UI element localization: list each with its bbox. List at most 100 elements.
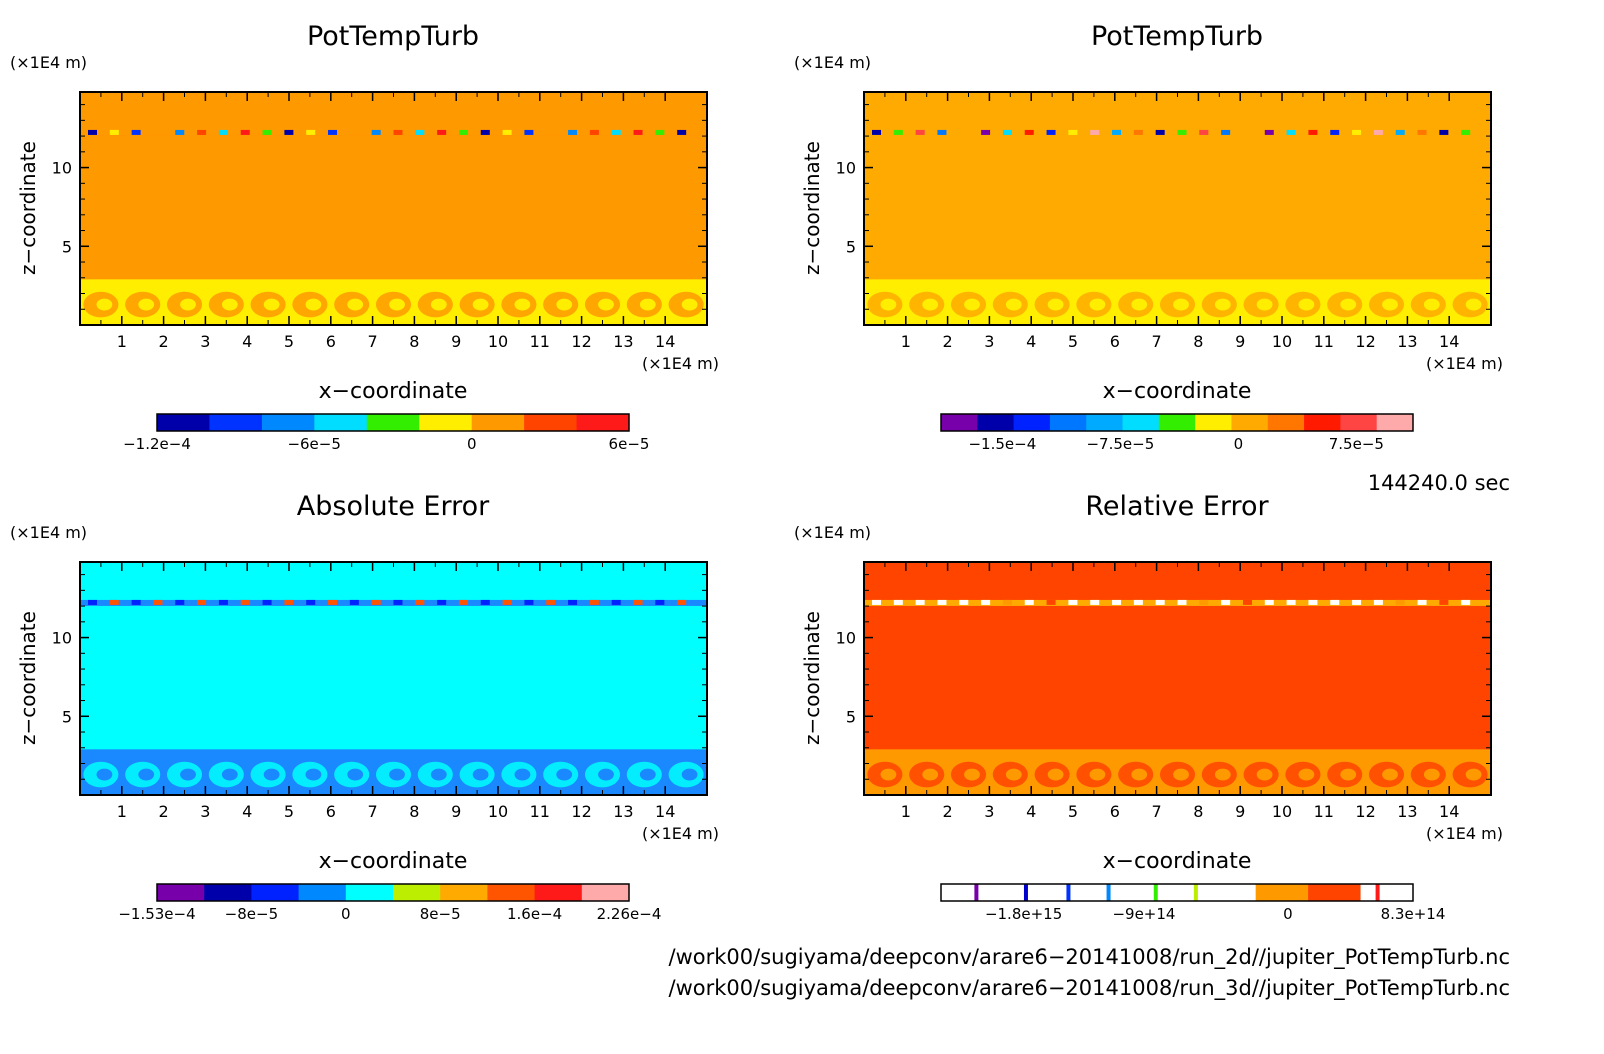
colorbar-tick-label: −1.8e+15 — [985, 905, 1062, 923]
band-blob — [1024, 129, 1034, 135]
x-tick-label: 6 — [326, 332, 336, 351]
x-tick-label: 11 — [1314, 802, 1334, 821]
band-blob — [349, 129, 359, 135]
lower-cell-core — [681, 768, 698, 781]
colorbar-segment — [1013, 414, 1051, 431]
x-tick-label: 3 — [200, 332, 210, 351]
colorbar-segment — [1255, 884, 1309, 901]
x-tick-label: 4 — [1026, 332, 1036, 351]
lower-cell-core — [221, 298, 238, 311]
band-blob — [480, 599, 490, 605]
lower-cell-core — [1047, 298, 1064, 311]
colorbar-tick-label: 2.26e−4 — [597, 905, 662, 923]
colorbar-segment — [440, 884, 488, 901]
band-blob — [546, 129, 556, 135]
colorbar-tick-label: 0 — [1283, 905, 1293, 923]
lower-cell-core — [1089, 298, 1106, 311]
band-blob — [437, 129, 447, 135]
colorbar-tick-label: 8.3e+14 — [1381, 905, 1446, 923]
colorbar-segment — [419, 414, 473, 431]
x-tick-label: 10 — [488, 332, 508, 351]
colorbar-segment — [1122, 414, 1160, 431]
panel-3: Absolute Error (×1E4 m) (×1E4 m) x−coordina… — [10, 491, 719, 923]
band-blob — [1417, 129, 1427, 135]
band-blob — [1199, 129, 1209, 135]
lower-cell-core — [639, 768, 656, 781]
band-blob — [589, 599, 599, 605]
colorbar-tick-label: −7.5e−5 — [1086, 435, 1154, 453]
x-tick-label: 4 — [1026, 802, 1036, 821]
lower-cell-core — [263, 298, 280, 311]
x-tick-label: 5 — [284, 802, 294, 821]
x-unit-label: (×1E4 m) — [642, 354, 719, 373]
colorbar-tick-label: −1.2e−4 — [123, 435, 191, 453]
band-blob — [153, 599, 163, 605]
band-blob — [88, 599, 97, 605]
band-blob — [1068, 599, 1078, 605]
band-blob — [262, 129, 272, 135]
band-blob — [981, 129, 991, 135]
y-axis-label: z−coordinate — [800, 141, 824, 275]
band-blob — [568, 599, 578, 605]
x-tick-label: 8 — [1193, 332, 1203, 351]
lower-cell-core — [1256, 768, 1273, 781]
colorbar-line — [1153, 884, 1158, 901]
lower-cell-core — [1256, 298, 1273, 311]
lower-cell-core — [305, 768, 322, 781]
band-blob — [502, 599, 512, 605]
x-tick-label: 10 — [1272, 802, 1292, 821]
band-blob — [1286, 129, 1296, 135]
x-tick-label: 1 — [117, 802, 127, 821]
colorbar-segment — [1203, 884, 1257, 901]
lower-cell-core — [598, 768, 614, 781]
x-axis-label: x−coordinate — [319, 379, 468, 404]
colorbar-line — [974, 884, 979, 901]
colorbar-segment — [1049, 414, 1087, 431]
lower-cell-core — [514, 298, 531, 311]
colorbar-line — [1375, 884, 1380, 901]
band-blob — [284, 129, 294, 135]
band-blob — [1286, 599, 1296, 605]
lower-cell-core — [1089, 768, 1106, 781]
lower-cell-core — [263, 768, 280, 781]
x-tick-label: 4 — [242, 802, 252, 821]
band-blob — [1133, 129, 1143, 135]
colorbar-frame — [156, 413, 630, 432]
time-label: 144240.0 sec — [1368, 471, 1510, 495]
x-tick-label: 12 — [571, 802, 591, 821]
file-path-2d: /work00/sugiyama/deepconv/arare6−2014100… — [669, 945, 1511, 970]
band-blob — [524, 129, 534, 135]
lower-cell-core — [430, 768, 447, 781]
x-tick-label: 12 — [1355, 332, 1375, 351]
band-blob — [1373, 129, 1383, 135]
band-blob — [915, 129, 925, 135]
colorbar-segment — [977, 414, 1015, 431]
band-blob — [1395, 599, 1405, 605]
lower-cell-core — [514, 768, 531, 781]
lower-cell-core — [180, 298, 196, 311]
y-axis-label: z−coordinate — [16, 141, 40, 275]
x-tick-label: 6 — [1110, 332, 1120, 351]
x-tick-label: 7 — [1152, 802, 1162, 821]
chart-title: PotTempTurb — [1091, 21, 1263, 52]
band-blob — [306, 599, 316, 605]
colorbar-tick-label: 0 — [467, 435, 477, 453]
colorbar-tick-label: 6e−5 — [609, 435, 650, 453]
x-tick-label: 1 — [901, 332, 911, 351]
x-tick-label: 14 — [655, 332, 675, 351]
band-blob — [1046, 129, 1056, 135]
lower-cell-core — [1173, 768, 1189, 781]
x-tick-label: 14 — [1439, 802, 1459, 821]
x-tick-label: 14 — [1439, 332, 1459, 351]
colorbar-segment — [1340, 414, 1378, 431]
x-tick-label: 2 — [943, 802, 953, 821]
band-blob — [633, 599, 643, 605]
colorbar-line — [1106, 884, 1111, 901]
colorbar-segment — [471, 414, 525, 431]
band-blob — [131, 129, 141, 135]
band-blob — [1417, 599, 1427, 605]
band-blob — [1177, 599, 1187, 605]
lower-cell-core — [922, 298, 939, 311]
band-blob — [1133, 599, 1143, 605]
band-blob — [415, 599, 425, 605]
